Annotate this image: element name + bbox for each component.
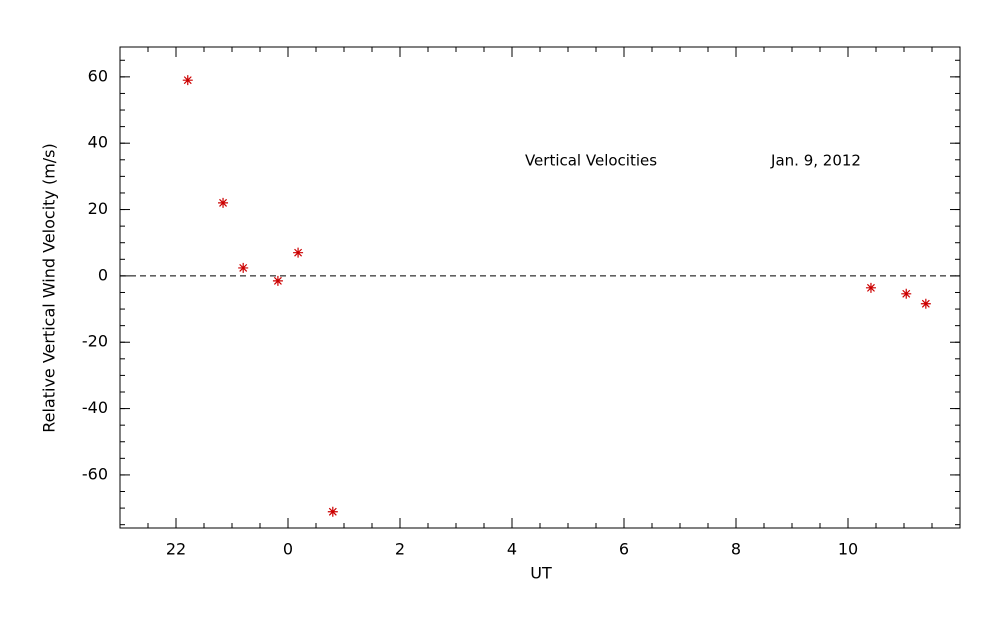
y-tick-label: 40 [88,133,108,152]
point [920,298,931,309]
point [238,262,249,273]
x-axis-label: UT [530,564,552,583]
annotation: Vertical Velocities [525,152,657,170]
y-tick-label: -40 [82,398,108,417]
y-tick-label: 0 [98,265,108,284]
point [272,275,283,286]
plot-frame [119,46,961,529]
annotation: Jan. 9, 2012 [770,152,861,170]
point [327,506,338,517]
y-tick-label: -20 [82,332,108,351]
x-tick-label: 8 [731,540,741,559]
x-tick-label: 10 [838,540,858,559]
y-axis-label: Relative Vertical Wind Velocity (m/s) [40,143,59,433]
x-tick-label: 6 [619,540,629,559]
y-tick-label: 60 [88,66,108,85]
point [865,282,876,293]
x-tick-label: 22 [166,540,186,559]
y-tick-label: -60 [82,464,108,483]
y-tick-label: 20 [88,199,108,218]
point [218,197,229,208]
point [901,288,912,299]
x-tick-label: 2 [395,540,405,559]
x-tick-label: 4 [507,540,517,559]
x-tick-label: 0 [283,540,293,559]
point [182,75,193,86]
point [293,247,304,258]
